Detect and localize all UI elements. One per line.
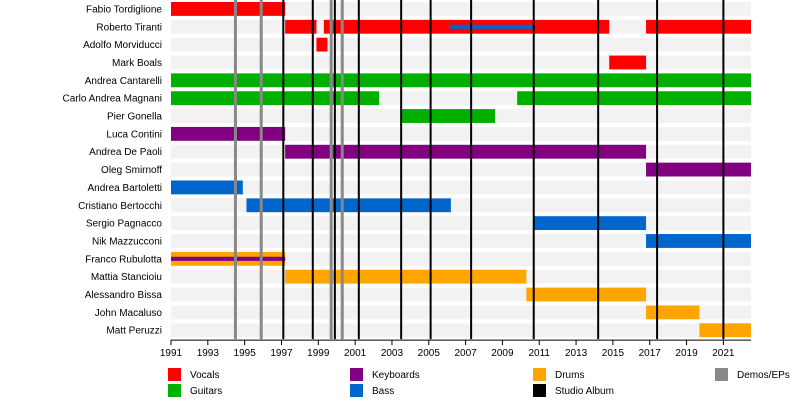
x-tick-label: 1995 [234, 348, 257, 359]
row-stripe [171, 251, 751, 266]
x-tick-label: 2003 [381, 348, 404, 359]
x-tick-label: 2007 [454, 348, 477, 359]
x-axis: 1991 1993 1995 1997 1999 2001 2003 2005 2007 2009… [160, 339, 751, 359]
row-stripe [171, 216, 751, 231]
legend-label-bass: Bass [372, 386, 394, 397]
member-name: Alessandro Bissa [85, 290, 163, 301]
x-tick-label: 1999 [307, 348, 330, 359]
x-tick-label: 2001 [344, 348, 367, 359]
member-name: Fabio Tordiglione [86, 4, 162, 15]
legend-swatch-demos [715, 368, 728, 381]
release-lines [233, 0, 725, 340]
row-stripe [171, 305, 751, 320]
bar-drums [646, 305, 700, 320]
x-tick-label: 2011 [528, 348, 550, 359]
bar-bass [533, 216, 647, 231]
member-name: Mark Boals [112, 58, 162, 69]
bar-keyboards [171, 256, 286, 261]
x-tick-label: 1993 [197, 348, 220, 359]
x-tick-label: 2021 [712, 348, 735, 359]
member-name: Oleg Smirnoff [101, 165, 162, 176]
x-tick-label: 2013 [565, 348, 588, 359]
member-name: Andrea Cantarelli [85, 76, 162, 87]
row-stripe [171, 180, 751, 195]
bar-bass [171, 180, 243, 195]
row-stripe [171, 162, 751, 177]
legend-label-guitars: Guitars [190, 386, 222, 397]
bar-keyboards [171, 126, 286, 141]
legend-label-studio: Studio Album [555, 386, 614, 397]
legend-swatch-bass [350, 384, 363, 397]
member-name: Cristiano Bertocchi [78, 201, 162, 212]
bar-bass [449, 24, 534, 29]
bar-guitars [171, 73, 751, 88]
member-name: Nik Mazzucconi [92, 236, 162, 247]
bar-guitars [171, 91, 380, 106]
legend-swatch-drums [533, 368, 546, 381]
bar-vocals [285, 19, 317, 34]
x-tick-label: 1997 [270, 348, 293, 359]
bar-guitars [517, 91, 751, 106]
bar-bass [246, 198, 451, 213]
member-name: Matt Peruzzi [106, 326, 162, 337]
member-labels: Fabio Tordiglione Roberto Tiranti Adolfo M… [62, 4, 162, 336]
member-name: Franco Rubulotta [85, 254, 162, 265]
legend-swatch-guitars [168, 384, 181, 397]
bar-drums [285, 269, 527, 284]
row-stripe [171, 55, 751, 70]
member-name: Pier Gonella [107, 112, 162, 123]
x-tick-label: 2017 [639, 348, 662, 359]
row-stripe [171, 2, 751, 16]
bar-vocals [316, 37, 328, 52]
bar-keyboards [285, 144, 647, 159]
member-name: Adolfo Morviducci [83, 40, 162, 51]
bar-vocals [609, 55, 647, 70]
row-stripe [171, 234, 751, 248]
row-stripe [171, 323, 751, 338]
row-stripe [171, 126, 751, 141]
member-name: Sergio Pagnacco [86, 219, 163, 230]
bar-drums [699, 323, 751, 338]
member-name: Andrea De Paoli [89, 147, 162, 158]
member-name: John Macaluso [95, 308, 163, 319]
legend-swatch-vocals [168, 368, 181, 381]
bar-keyboards [646, 162, 751, 177]
bar-vocals [646, 19, 751, 34]
member-name: Roberto Tiranti [96, 22, 162, 33]
bar-guitars [401, 109, 496, 123]
legend-label-keyboards: Keyboards [372, 370, 420, 381]
x-tick-label: 2019 [675, 348, 698, 359]
member-name: Mattia Stancioiu [91, 272, 162, 283]
row-stripe [171, 37, 751, 52]
bar-bass [646, 234, 751, 248]
legend-label-vocals: Vocals [190, 370, 219, 381]
legend-swatch-studio [533, 384, 546, 397]
x-tick-label: 2015 [602, 348, 625, 359]
bar-drums [526, 287, 647, 302]
legend-label-drums: Drums [555, 370, 584, 381]
member-bars [171, 2, 751, 338]
legend-label-demos: Demos/EPs [737, 370, 790, 381]
legend-swatch-keyboards [350, 368, 363, 381]
member-name: Carlo Andrea Magnani [62, 94, 162, 105]
bar-vocals [171, 2, 286, 16]
legend: Vocals Guitars Keyboards Bass Drums Studio Al… [168, 368, 790, 397]
x-tick-label: 2009 [491, 348, 514, 359]
x-tick-label: 2005 [418, 348, 441, 359]
member-name: Luca Contini [106, 129, 162, 140]
member-name: Andrea Bartoletti [88, 183, 163, 194]
x-tick-label: 1991 [160, 348, 183, 359]
row-stripe [171, 287, 751, 302]
